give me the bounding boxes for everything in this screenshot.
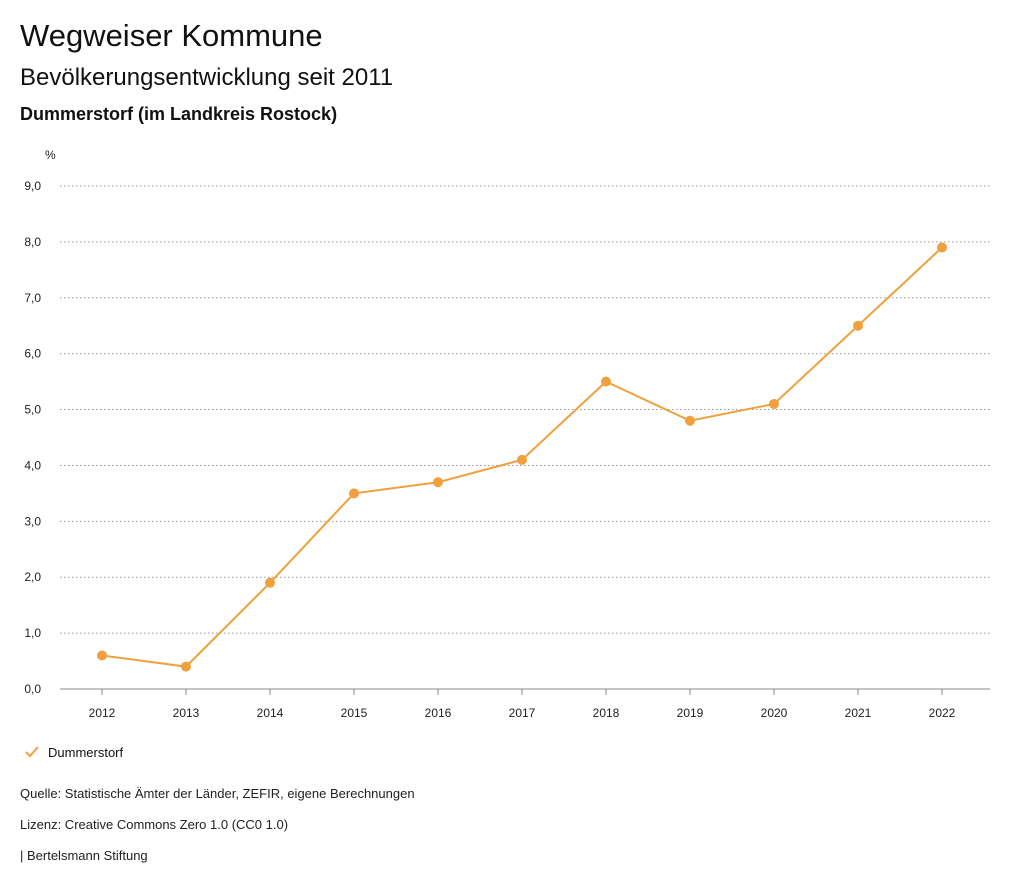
- data-point[interactable]: [685, 415, 695, 426]
- x-tick-labels: 2012 2013 2014 2015 2016 2017 2018 2019 2020 2021…: [89, 689, 956, 720]
- chart-subtitle: Bevölkerungsentwicklung seit 2011: [20, 64, 394, 91]
- x-tick-label: 2019: [677, 706, 704, 720]
- x-tick-label: 2015: [341, 706, 368, 720]
- x-tick-label: 2016: [425, 706, 452, 720]
- x-tick-label: 2020: [761, 706, 788, 720]
- data-point[interactable]: [517, 454, 527, 465]
- data-point[interactable]: [937, 242, 947, 253]
- data-point[interactable]: [97, 650, 107, 661]
- y-tick-label: 8,0: [24, 235, 41, 249]
- y-tick-label: 5,0: [24, 403, 41, 417]
- page-title: Wegweiser Kommune: [20, 18, 323, 53]
- data-point[interactable]: [601, 376, 611, 387]
- y-tick-label: 4,0: [24, 458, 41, 472]
- y-axis-unit: %: [45, 148, 56, 162]
- x-tick-label: 2022: [929, 706, 956, 720]
- data-point[interactable]: [265, 577, 275, 588]
- x-tick-label: 2017: [509, 706, 536, 720]
- source-note: Quelle: Statistische Ämter der Länder, Z…: [20, 786, 415, 801]
- data-point[interactable]: [181, 661, 191, 672]
- data-point[interactable]: [433, 477, 443, 488]
- x-tick-label: 2012: [89, 706, 116, 720]
- y-tick-label: 9,0: [24, 179, 41, 193]
- checkmark-icon: [25, 746, 39, 758]
- data-point[interactable]: [769, 398, 779, 409]
- publisher-note: | Bertelsmann Stiftung: [20, 848, 148, 863]
- x-tick-label: 2021: [845, 706, 872, 720]
- y-tick-label: 1,0: [24, 626, 41, 640]
- y-tick-label: 3,0: [24, 514, 41, 528]
- legend[interactable]: Dummerstorf: [24, 744, 123, 760]
- y-tick-label: 7,0: [24, 291, 41, 305]
- y-tick-label: 2,0: [24, 570, 41, 584]
- x-tick-label: 2013: [173, 706, 200, 720]
- data-point[interactable]: [853, 320, 863, 331]
- x-tick-label: 2018: [593, 706, 620, 720]
- legend-label: Dummerstorf: [48, 744, 124, 760]
- data-point[interactable]: [349, 488, 359, 499]
- y-tick-labels: 0,0 1,0 2,0 3,0 4,0 5,0 6,0 7,0 8,0 9,0: [24, 179, 41, 696]
- data-points: [97, 242, 947, 672]
- y-tick-label: 0,0: [24, 682, 41, 696]
- y-tick-label: 6,0: [24, 347, 41, 361]
- x-tick-label: 2014: [257, 706, 284, 720]
- region-label: Dummerstorf (im Landkreis Rostock): [20, 104, 338, 124]
- license-note: Lizenz: Creative Commons Zero 1.0 (CC0 1…: [20, 817, 289, 832]
- gridlines: [60, 185, 990, 690]
- line-chart: % 0,01,02,03,04,05,06,07,08,09,0 2012 201…: [24, 148, 990, 720]
